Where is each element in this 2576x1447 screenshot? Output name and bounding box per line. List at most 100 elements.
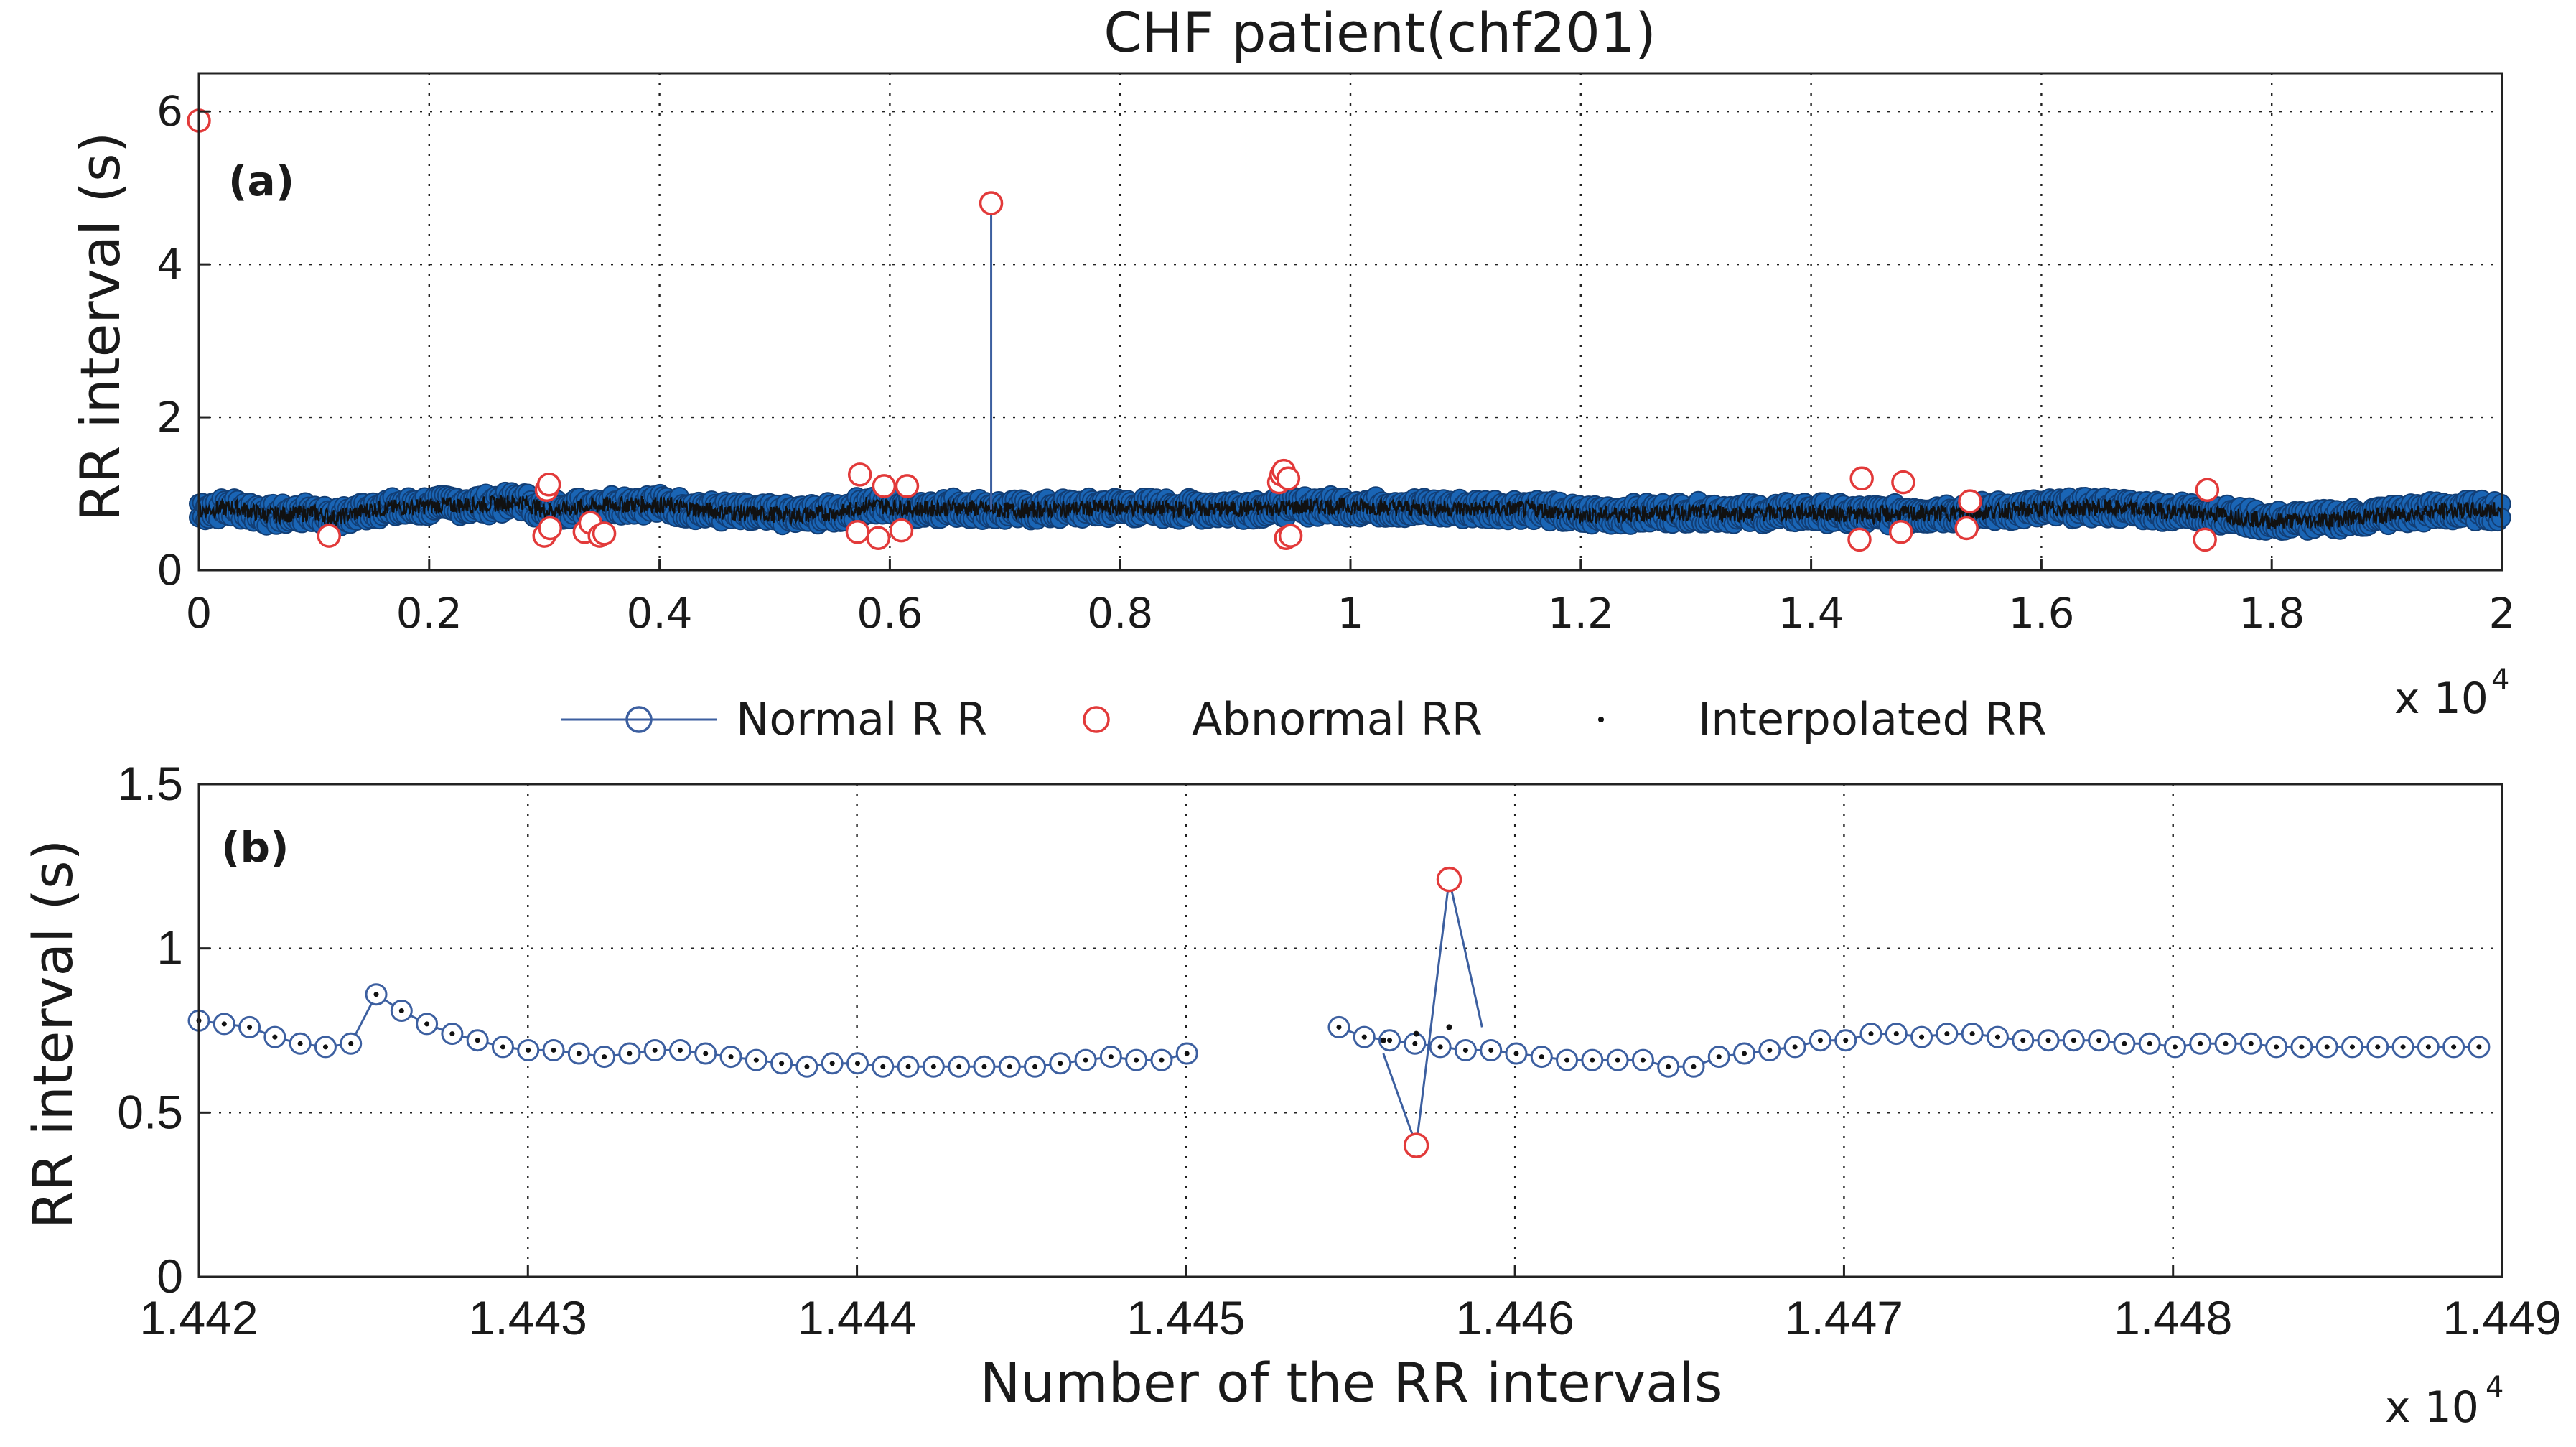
abnormal-rr-marker — [1954, 516, 1979, 541]
interpolated-rr-dot — [779, 1061, 785, 1066]
abnormal-rr-marker — [1888, 520, 1913, 544]
tick-label-a-x: 0.8 — [1087, 589, 1153, 638]
interpolated-rr-dot — [2274, 1044, 2279, 1050]
interpolated-rr-dot — [2071, 1038, 2076, 1043]
interpolated-rr-dot — [1184, 1051, 1190, 1056]
axis-a-scale-exp: 4 — [2491, 664, 2509, 697]
interpolated-rr-dot — [1893, 1031, 1899, 1037]
interpolated-rr-dot — [1716, 1054, 1722, 1060]
interpolated-rr-dot — [2476, 1044, 2482, 1050]
abnormal-rr-marker — [1276, 466, 1301, 490]
interpolated-rr-dot — [1969, 1031, 1975, 1037]
interpolated-rr-point — [1446, 1024, 1452, 1030]
abnormal-rr-marker — [866, 526, 891, 551]
interpolated-rr-dot — [373, 992, 379, 997]
axis-b-scale-base: x 10 — [2385, 1382, 2479, 1433]
interpolated-rr-dot — [247, 1024, 253, 1030]
interpolated-rr-dot — [2299, 1044, 2305, 1050]
abnormal-rr-marker — [592, 521, 617, 546]
interpolated-rr-dot — [1513, 1051, 1519, 1056]
tick-label-a-x: 1.8 — [2239, 589, 2305, 638]
interpolated-rr-dot — [1666, 1064, 1671, 1069]
interpolated-rr-dot — [677, 1047, 683, 1053]
interpolated-rr-dot — [1462, 1047, 1468, 1053]
tick-label-a-x: 1.4 — [1778, 589, 1844, 638]
interpolated-rr-dot — [2172, 1044, 2178, 1050]
interpolated-rr-dot — [526, 1047, 531, 1053]
abnormal-rr-marker — [1849, 466, 1874, 490]
tick-label-a-y: 0 — [157, 546, 183, 595]
abnormal-rr-marker — [317, 524, 342, 548]
tick-label-b-x: 1.444 — [798, 1291, 916, 1344]
interpolated-rr-dot — [1437, 1044, 1443, 1050]
axis-b-ylabel: RR interval (s) — [21, 839, 85, 1229]
interpolated-rr-dot — [930, 1064, 936, 1069]
interpolated-rr-dot — [880, 1064, 886, 1069]
interpolated-rr-dot — [322, 1044, 328, 1050]
tick-label-b-y: 1.5 — [117, 757, 183, 810]
tick-label-a-x: 0.2 — [396, 589, 462, 638]
interpolated-rr-dot — [1007, 1064, 1012, 1069]
interpolated-rr-dot — [2223, 1041, 2229, 1046]
axis-b-scale-exp: 4 — [2486, 1371, 2503, 1404]
abnormal-rr-marker — [1891, 470, 1915, 495]
interpolated-rr-dot — [2096, 1038, 2102, 1043]
interpolated-rr-dot — [1640, 1057, 1646, 1063]
interpolated-rr-dot — [703, 1051, 709, 1056]
abnormal-rr-marker — [889, 518, 914, 543]
interpolated-rr-point — [1413, 1030, 1419, 1037]
axis-a-ylabel: RR interval (s) — [68, 132, 132, 522]
tick-label-a-x: 2 — [2489, 589, 2516, 638]
interpolated-rr-dot — [576, 1051, 582, 1056]
interpolated-rr-dot — [2198, 1041, 2203, 1046]
interpolated-rr-dot — [1792, 1044, 1798, 1050]
interpolated-rr-dot — [1615, 1057, 1620, 1063]
abnormal-rr-marker — [2193, 527, 2217, 552]
panel-a: 0 0.2 0.4 0.6 0.8 1 1.2 1.4 1.6 1.8 2 0 2 4 6 (a) RR i… — [68, 72, 2516, 724]
interpolated-rr-dot — [2400, 1044, 2406, 1050]
interpolated-rr-dot — [551, 1047, 556, 1053]
interpolated-rr-dot — [1412, 1041, 1418, 1046]
tick-label-a-x: 0.4 — [626, 589, 692, 638]
tick-label-b-x: 1.446 — [1456, 1291, 1574, 1344]
tick-label-b-x: 1.447 — [1785, 1291, 1903, 1344]
interpolated-rr-dot — [2425, 1044, 2431, 1050]
interpolated-rr-dot — [1058, 1061, 1063, 1066]
interpolated-rr-dot — [2324, 1044, 2330, 1050]
interpolated-rr-dot — [2147, 1041, 2152, 1046]
tick-label-b-x: 1.449 — [2442, 1291, 2561, 1344]
interpolated-rr-dot — [728, 1054, 734, 1060]
tick-label-a-x: 0.6 — [857, 589, 923, 638]
interpolated-rr-dot — [1742, 1051, 1747, 1056]
interpolated-rr-dot — [2349, 1044, 2355, 1050]
interpolated-rr-dot — [1868, 1031, 1874, 1037]
axis-a-scale-base: x 10 — [2394, 674, 2488, 724]
interpolated-rr-dot — [1134, 1057, 1139, 1063]
interpolated-rr-dot — [1564, 1057, 1570, 1063]
tick-label-b-x: 1.445 — [1126, 1291, 1245, 1344]
interpolated-rr-dot — [2045, 1038, 2051, 1043]
interpolated-rr-dot — [297, 1041, 303, 1046]
axis-b-xlabel: Number of the RR intervals — [980, 1351, 1723, 1415]
tick-label-a-y: 2 — [157, 393, 183, 442]
abnormal-rr-marker — [1958, 489, 1982, 513]
interpolated-rr-dot — [2122, 1041, 2127, 1046]
abnormal-rr-marker — [2195, 478, 2220, 502]
abnormal-rr-marker — [536, 473, 561, 497]
interpolated-rr-point — [1380, 1037, 1386, 1043]
abnormal-rr-marker — [1278, 524, 1303, 548]
tick-label-b-y: 0.5 — [117, 1085, 183, 1138]
legend: Normal R R Abnormal RR Interpolated RR — [561, 693, 2047, 745]
interpolated-rr-dot — [1919, 1034, 1925, 1040]
interpolated-rr-dot — [804, 1064, 810, 1069]
tick-label-a-x: 1.6 — [2008, 589, 2074, 638]
interpolated-rr-dot — [829, 1061, 835, 1066]
tick-label-a-y: 4 — [157, 240, 183, 289]
interpolated-rr-dot — [1488, 1047, 1494, 1053]
tick-label-a-y: 6 — [157, 87, 183, 136]
abnormal-rr-marker — [538, 516, 562, 541]
legend-normal-label: Normal R R — [736, 693, 987, 745]
abnormal-rr-marker — [845, 520, 870, 544]
